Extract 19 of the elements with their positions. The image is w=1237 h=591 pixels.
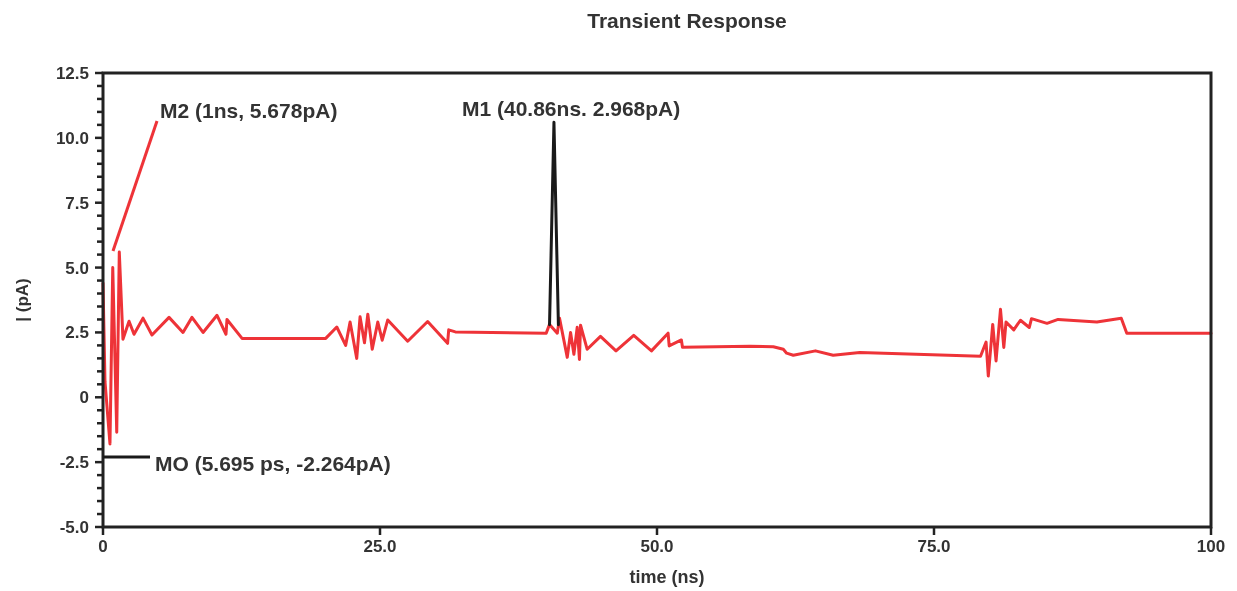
annotation: M2 (1ns, 5.678pA)	[160, 99, 338, 122]
y-tick-label: 0	[79, 388, 89, 408]
y-tick-label: 10.0	[55, 128, 89, 148]
x-tick-label: 25.0	[363, 537, 397, 556]
y-tick-label: -2.5	[59, 453, 89, 473]
annotation: MO (5.695 ps, -2.264pA)	[155, 452, 391, 475]
x-tick-label: 50.0	[640, 537, 674, 556]
y-tick-label: 2.5	[65, 323, 89, 343]
y-axis-title: | (pA)	[13, 278, 32, 322]
x-tick-label: 75.0	[917, 537, 951, 556]
x-tick-label: 0	[98, 537, 108, 556]
y-tick-label: 5.0	[65, 258, 89, 278]
chart-title: Transient Response	[587, 9, 787, 32]
y-tick-label: -5.0	[59, 518, 89, 537]
x-axis-title: time (ns)	[629, 567, 705, 587]
annotation: M1 (40.86ns. 2.968pA)	[462, 97, 681, 120]
y-tick-label: 12.5	[55, 64, 89, 83]
x-tick-label: 100	[1196, 537, 1226, 556]
y-tick-label: 7.5	[65, 193, 89, 213]
